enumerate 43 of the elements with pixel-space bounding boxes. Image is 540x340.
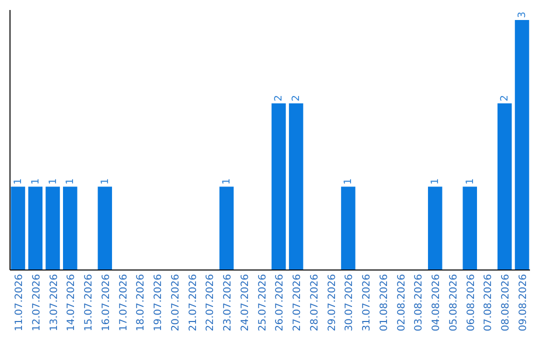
data-label: 1 (65, 178, 76, 185)
data-label: 1 (430, 178, 442, 185)
x-tick-label: 04.08.2026 (431, 274, 442, 332)
x-tick-label: 16.07.2026 (100, 274, 112, 332)
x-tick-label: 22.07.2026 (205, 274, 216, 332)
data-label: 2 (274, 94, 285, 102)
x-tick-label: 25.07.2026 (257, 274, 268, 332)
data-label: 2 (500, 94, 511, 102)
x-tick-label: 01.08.2026 (378, 274, 390, 332)
x-tick-label: 19.07.2026 (153, 274, 164, 332)
x-tick-label: 02.08.2026 (396, 274, 408, 332)
data-label: 1 (222, 178, 233, 185)
data-label: 1 (464, 178, 476, 185)
x-tick-label: 07.08.2026 (483, 274, 494, 332)
x-tick-label: 26.07.2026 (274, 274, 286, 332)
x-tick-label: 14.07.2026 (66, 274, 78, 332)
data-label: 1 (48, 178, 59, 185)
x-tick-label: 21.07.2026 (188, 274, 199, 332)
x-tick-label: 03.08.2026 (414, 274, 425, 332)
x-tick-label: 17.07.2026 (118, 274, 130, 332)
x-tick-label: 06.08.2026 (466, 274, 477, 332)
x-tick-label: 28.07.2026 (309, 274, 320, 332)
x-tick-label: 11.07.2026 (14, 274, 25, 332)
x-tick-label: 09.08.2026 (518, 274, 530, 332)
x-tick-label: 30.07.2026 (344, 274, 356, 332)
x-tick-label: 23.07.2026 (222, 274, 234, 332)
x-tick-label: 08.08.2026 (500, 274, 512, 332)
data-label: 3 (517, 12, 528, 18)
x-tick-label: 27.07.2026 (292, 274, 304, 332)
x-tick-label: 31.07.2026 (362, 274, 373, 332)
data-label: 1 (100, 178, 111, 185)
x-tick-label: 12.07.2026 (31, 274, 42, 332)
x-tick-label: 13.07.2026 (48, 274, 60, 332)
x-tick-label: 18.07.2026 (136, 274, 147, 332)
data-label: 1 (12, 178, 24, 185)
x-tick-label: 05.08.2026 (448, 274, 460, 332)
x-tick-label: 15.07.2026 (84, 274, 95, 332)
data-label: 1 (30, 178, 42, 185)
data-label: 2 (291, 94, 302, 102)
x-tick-label: 20.07.2026 (170, 274, 182, 332)
data-label: 1 (343, 178, 354, 185)
x-tick-label: 24.07.2026 (240, 274, 251, 332)
x-tick-label: 29.07.2026 (326, 274, 338, 332)
